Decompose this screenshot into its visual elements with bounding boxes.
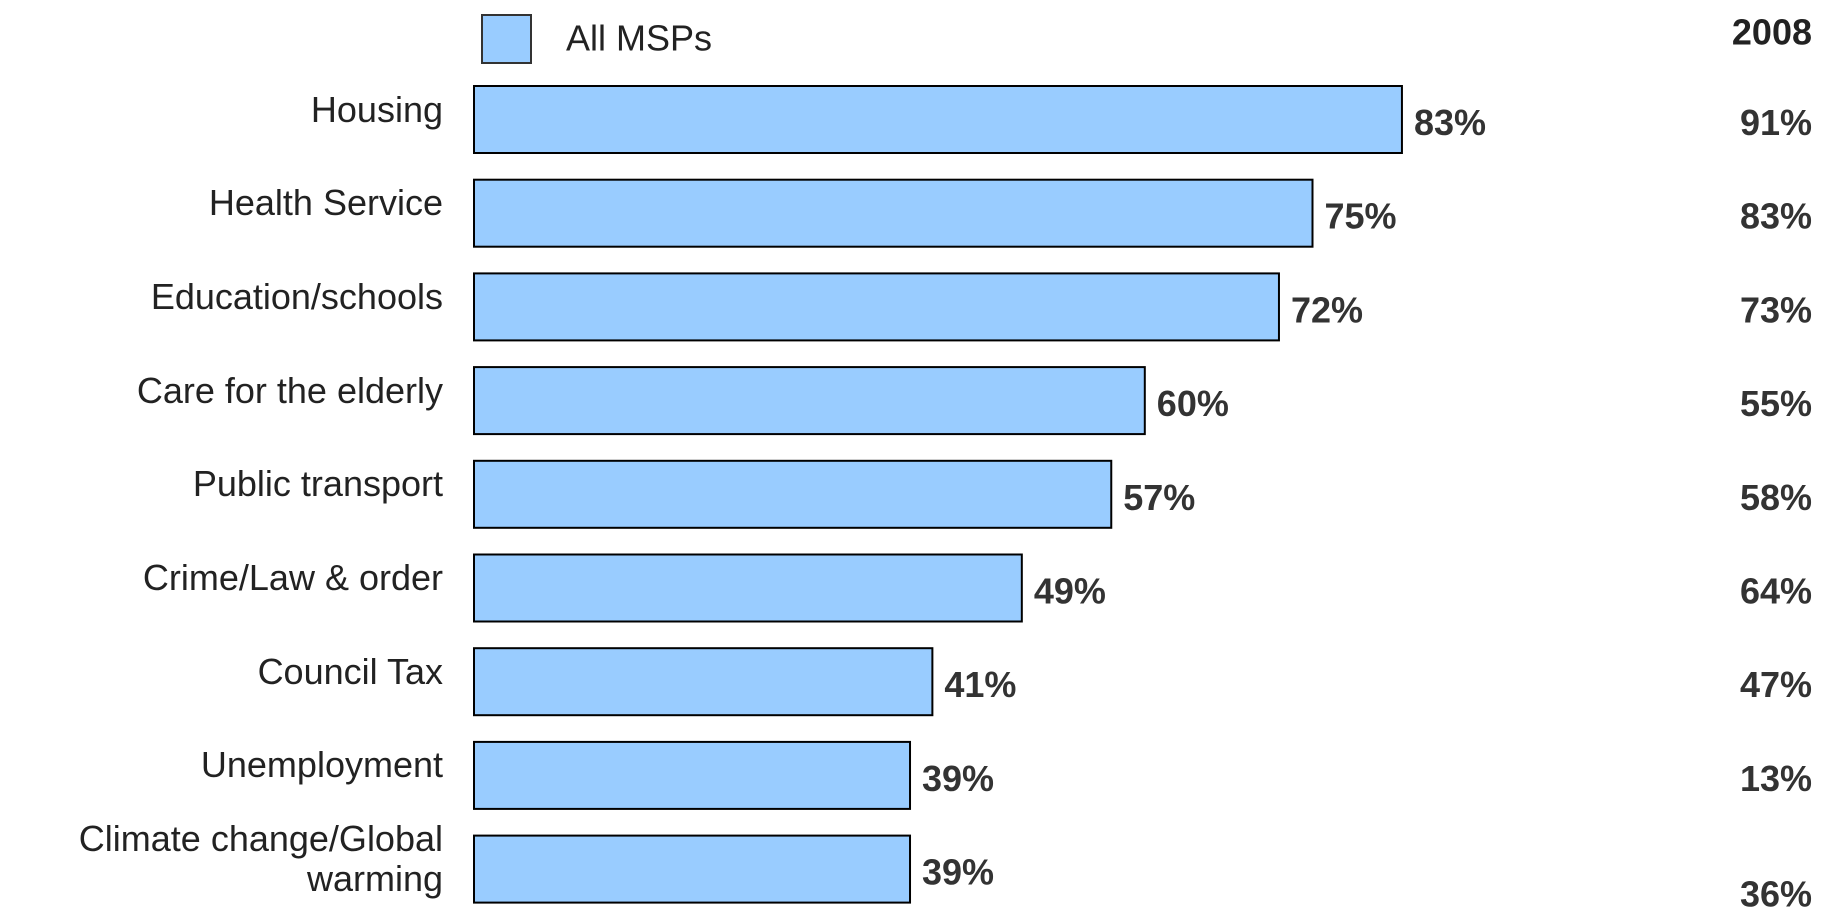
y-tick-label-box: Care for the elderly <box>0 355 443 426</box>
y-tick-label: Council Tax <box>257 650 443 692</box>
bar <box>473 647 934 717</box>
comparison-label: 83% <box>1740 196 1812 237</box>
bar <box>473 366 1146 436</box>
value-label: 41% <box>944 664 1016 705</box>
comparison-label: 47% <box>1740 664 1812 705</box>
comparison-label: 58% <box>1740 477 1812 518</box>
comparison-label: 64% <box>1740 571 1812 612</box>
value-label: 39% <box>922 852 994 893</box>
comparison-label: 13% <box>1740 758 1812 799</box>
bar <box>473 85 1403 154</box>
column-header: 2008 <box>1732 12 1812 53</box>
bar <box>473 740 912 810</box>
y-tick-label-box: Council Tax <box>0 636 443 707</box>
y-tick-label: Crime/Law & order <box>142 557 443 598</box>
bar <box>473 272 1280 342</box>
value-label: 72% <box>1291 289 1363 330</box>
y-tick-label: Health Service <box>208 182 443 224</box>
value-label: 75% <box>1325 196 1397 237</box>
y-tick-label-box: Education/schools <box>0 261 443 332</box>
y-tick-label-box: Public transport <box>0 449 443 520</box>
value-label: 39% <box>922 758 994 799</box>
y-tick-label-box: Housing <box>0 74 443 145</box>
y-tick-label-box: Crime/Law & order <box>0 543 443 614</box>
y-tick-label-box: Health Service <box>0 168 443 239</box>
y-tick-label: Climate change/Global warming <box>78 818 443 900</box>
comparison-label: 55% <box>1740 383 1812 424</box>
y-tick-label: Care for the elderly <box>136 369 443 411</box>
legend-swatch <box>481 14 532 64</box>
y-tick-label: Unemployment <box>200 744 443 786</box>
comparison-label: 73% <box>1740 289 1812 330</box>
value-label: 83% <box>1414 102 1486 143</box>
legend-label: All MSPs <box>566 18 712 59</box>
comparison-label: 36% <box>1740 874 1812 915</box>
bar <box>473 459 1113 529</box>
y-tick-label: Public transport <box>192 463 443 505</box>
y-tick-label-box: Unemployment <box>0 730 443 801</box>
value-label: 57% <box>1123 477 1195 518</box>
value-label: 49% <box>1034 571 1106 612</box>
bar <box>473 553 1023 623</box>
y-tick-label-box: Climate change/Global warming <box>0 819 443 899</box>
y-tick-label: Housing <box>310 88 443 130</box>
y-tick-label: Education/schools <box>150 275 443 317</box>
value-label: 60% <box>1157 383 1229 424</box>
comparison-label: 91% <box>1740 102 1812 143</box>
bar <box>473 178 1314 248</box>
bar <box>473 834 912 904</box>
